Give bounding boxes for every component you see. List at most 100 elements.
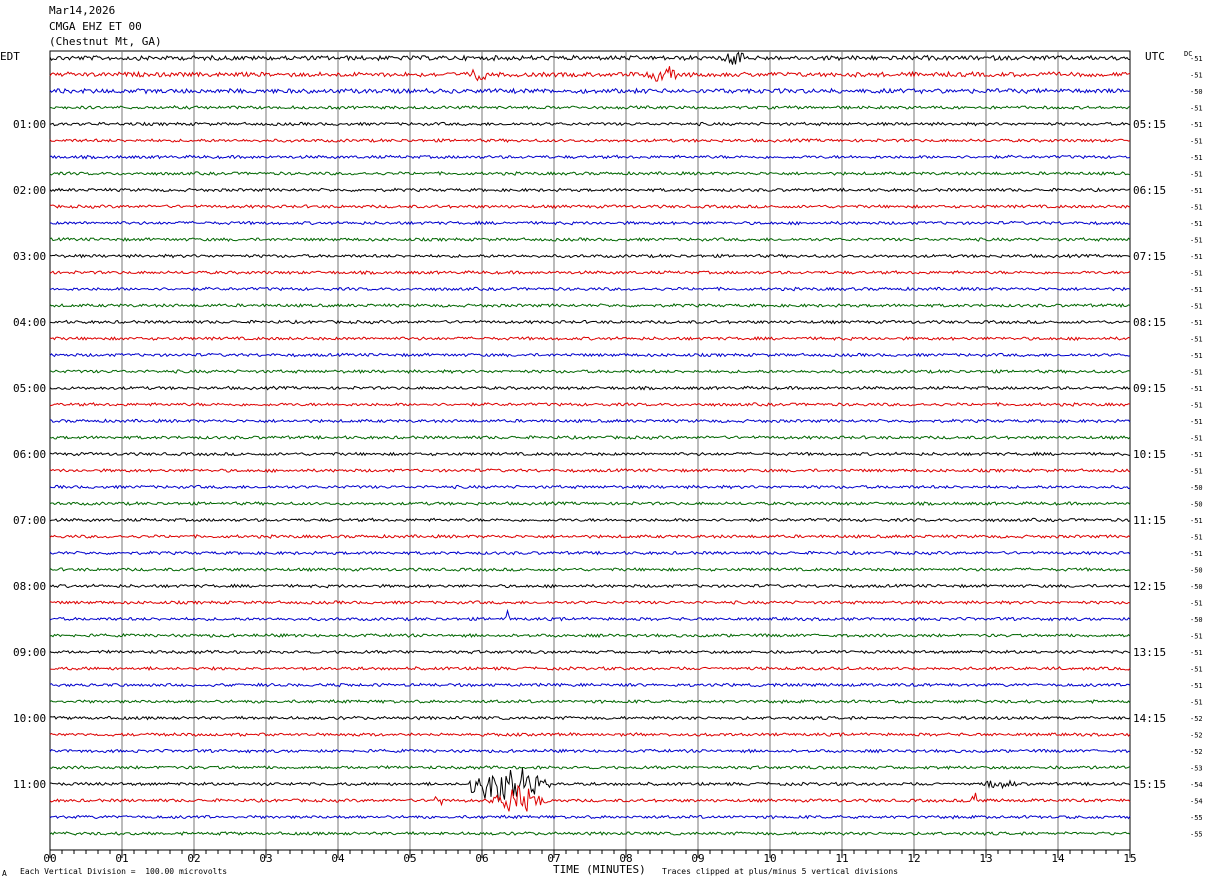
seismic-trace (49, 768, 1131, 803)
dc-offset-label: -51 (1190, 237, 1203, 245)
seismic-trace (49, 335, 1131, 341)
seismic-trace (49, 451, 1131, 457)
left-hour-label: 02:00 (13, 184, 46, 197)
dc-offset-label: -51 (1190, 171, 1203, 179)
dc-offset-label: -51 (1190, 105, 1203, 113)
seismic-trace (49, 137, 1131, 144)
dc-offset-label: -51 (1190, 402, 1203, 410)
dc-offset-label: -51 (1190, 517, 1203, 525)
dc-offset-label: -51 (1190, 435, 1203, 443)
dc-offset-label: -51 (1190, 633, 1203, 641)
dc-offset-label: -51 (1190, 138, 1203, 146)
seismic-trace (49, 599, 1131, 606)
dc-offset-label: -51 (1190, 600, 1203, 608)
dc-offset-label: -50 (1190, 583, 1203, 591)
x-tick-label: 13 (979, 852, 992, 865)
x-tick-label: 09 (691, 852, 704, 865)
dc-offset-label: -54 (1190, 798, 1203, 806)
seismic-trace (49, 533, 1131, 539)
left-hour-label: 07:00 (13, 514, 46, 527)
left-hour-label: 09:00 (13, 646, 46, 659)
dc-offset-label: -51 (1190, 418, 1203, 426)
left-hour-label: 08:00 (13, 580, 46, 593)
seismic-trace (49, 434, 1131, 441)
seismic-trace (49, 715, 1131, 721)
x-tick-label: 11 (835, 852, 848, 865)
seismic-trace (49, 731, 1131, 738)
dc-offset-label: -51 (1190, 121, 1203, 129)
right-hour-label: 10:15 (1133, 448, 1166, 461)
dc-offset-label: -51 (1190, 253, 1203, 261)
seismic-trace (49, 784, 1131, 812)
right-timezone-label: UTC (1145, 50, 1165, 63)
scale-note: Each Vertical Division = 100.00 microvol… (20, 867, 228, 876)
location-label: (Chestnut Mt, GA) (49, 35, 162, 48)
seismic-trace (49, 87, 1131, 95)
seismic-trace (49, 401, 1131, 407)
dc-offset-label: -51 (1190, 352, 1203, 360)
dc-offset-label: -50 (1190, 88, 1203, 96)
right-hour-label: 07:15 (1133, 250, 1166, 263)
dc-offset-label: -51 (1190, 385, 1203, 393)
seismic-trace (49, 187, 1131, 193)
x-tick-label: 07 (547, 852, 560, 865)
seismic-trace (49, 204, 1131, 210)
seismic-trace (49, 385, 1131, 391)
seismic-trace (49, 170, 1131, 176)
right-hour-label: 14:15 (1133, 712, 1166, 725)
dc-offset-label: -53 (1190, 765, 1203, 773)
seismic-trace (49, 632, 1131, 639)
dc-offset-label: -54 (1190, 781, 1203, 789)
x-tick-label: 06 (475, 852, 488, 865)
right-hour-label: 09:15 (1133, 382, 1166, 395)
seismic-trace (49, 236, 1131, 242)
left-hour-label: 01:00 (13, 118, 46, 131)
seismic-trace (49, 269, 1131, 276)
seismic-trace (49, 748, 1131, 754)
right-hour-label: 13:15 (1133, 646, 1166, 659)
y-axis-labels: -51 -51 -50 -51 -51 -51 -51 -51 -51 -51 -51 -51 -51 -… (13, 55, 1203, 839)
x-axis: 00 01 02 03 04 05 06 07 08 09 10 11 12 13 14 15 (43, 849, 1137, 865)
seismic-trace (49, 154, 1131, 160)
seismic-trace (49, 500, 1131, 507)
left-hour-label: 06:00 (13, 448, 46, 461)
x-tick-label: 08 (619, 852, 632, 865)
seismic-trace (49, 608, 1131, 622)
seismic-trace (49, 368, 1131, 375)
dc-offset-label: -51 (1190, 72, 1203, 80)
station-label: CMGA EHZ ET 00 (49, 20, 142, 33)
x-tick-label: 15 (1123, 852, 1136, 865)
x-tick-label: 00 (43, 852, 56, 865)
seismic-trace (49, 467, 1131, 473)
seismic-trace (49, 765, 1131, 770)
dc-offset-label: -51 (1190, 550, 1203, 558)
x-axis-title: TIME (MINUTES) (553, 863, 646, 876)
dc-offset-label: -50 (1190, 616, 1203, 624)
seismic-trace (49, 699, 1131, 705)
seismic-trace (49, 220, 1131, 226)
seismic-trace (49, 105, 1131, 110)
dc-offset-label: -51 (1190, 369, 1203, 377)
seismic-trace (49, 286, 1131, 292)
dc-offset-label: -52 (1190, 732, 1203, 740)
x-tick-label: 02 (187, 852, 200, 865)
seismic-trace (49, 418, 1131, 424)
dc-offset-label: -51 (1190, 682, 1203, 690)
dc-offset-label: -51 (1190, 286, 1203, 294)
seismic-trace (49, 567, 1131, 573)
dc-offset-label: -51 (1190, 204, 1203, 212)
dc-offset-label: -55 (1190, 814, 1203, 822)
seismic-trace (49, 583, 1131, 589)
seismic-trace (49, 352, 1131, 358)
x-tick-label: 04 (331, 852, 345, 865)
dc-offset-label: -51 (1190, 55, 1203, 63)
date-label: Mar14,2026 (49, 4, 116, 17)
grid-lines (49, 50, 1131, 851)
dc-offset-label: -52 (1190, 748, 1203, 756)
dc-offset-label: -55 (1190, 831, 1203, 839)
plot-frame (49, 50, 1131, 851)
dc-offset-label: -51 (1190, 534, 1203, 542)
left-hour-label: 10:00 (13, 712, 46, 725)
dc-offset-label: -51 (1190, 699, 1203, 707)
left-timezone-label: EDT (0, 50, 20, 63)
